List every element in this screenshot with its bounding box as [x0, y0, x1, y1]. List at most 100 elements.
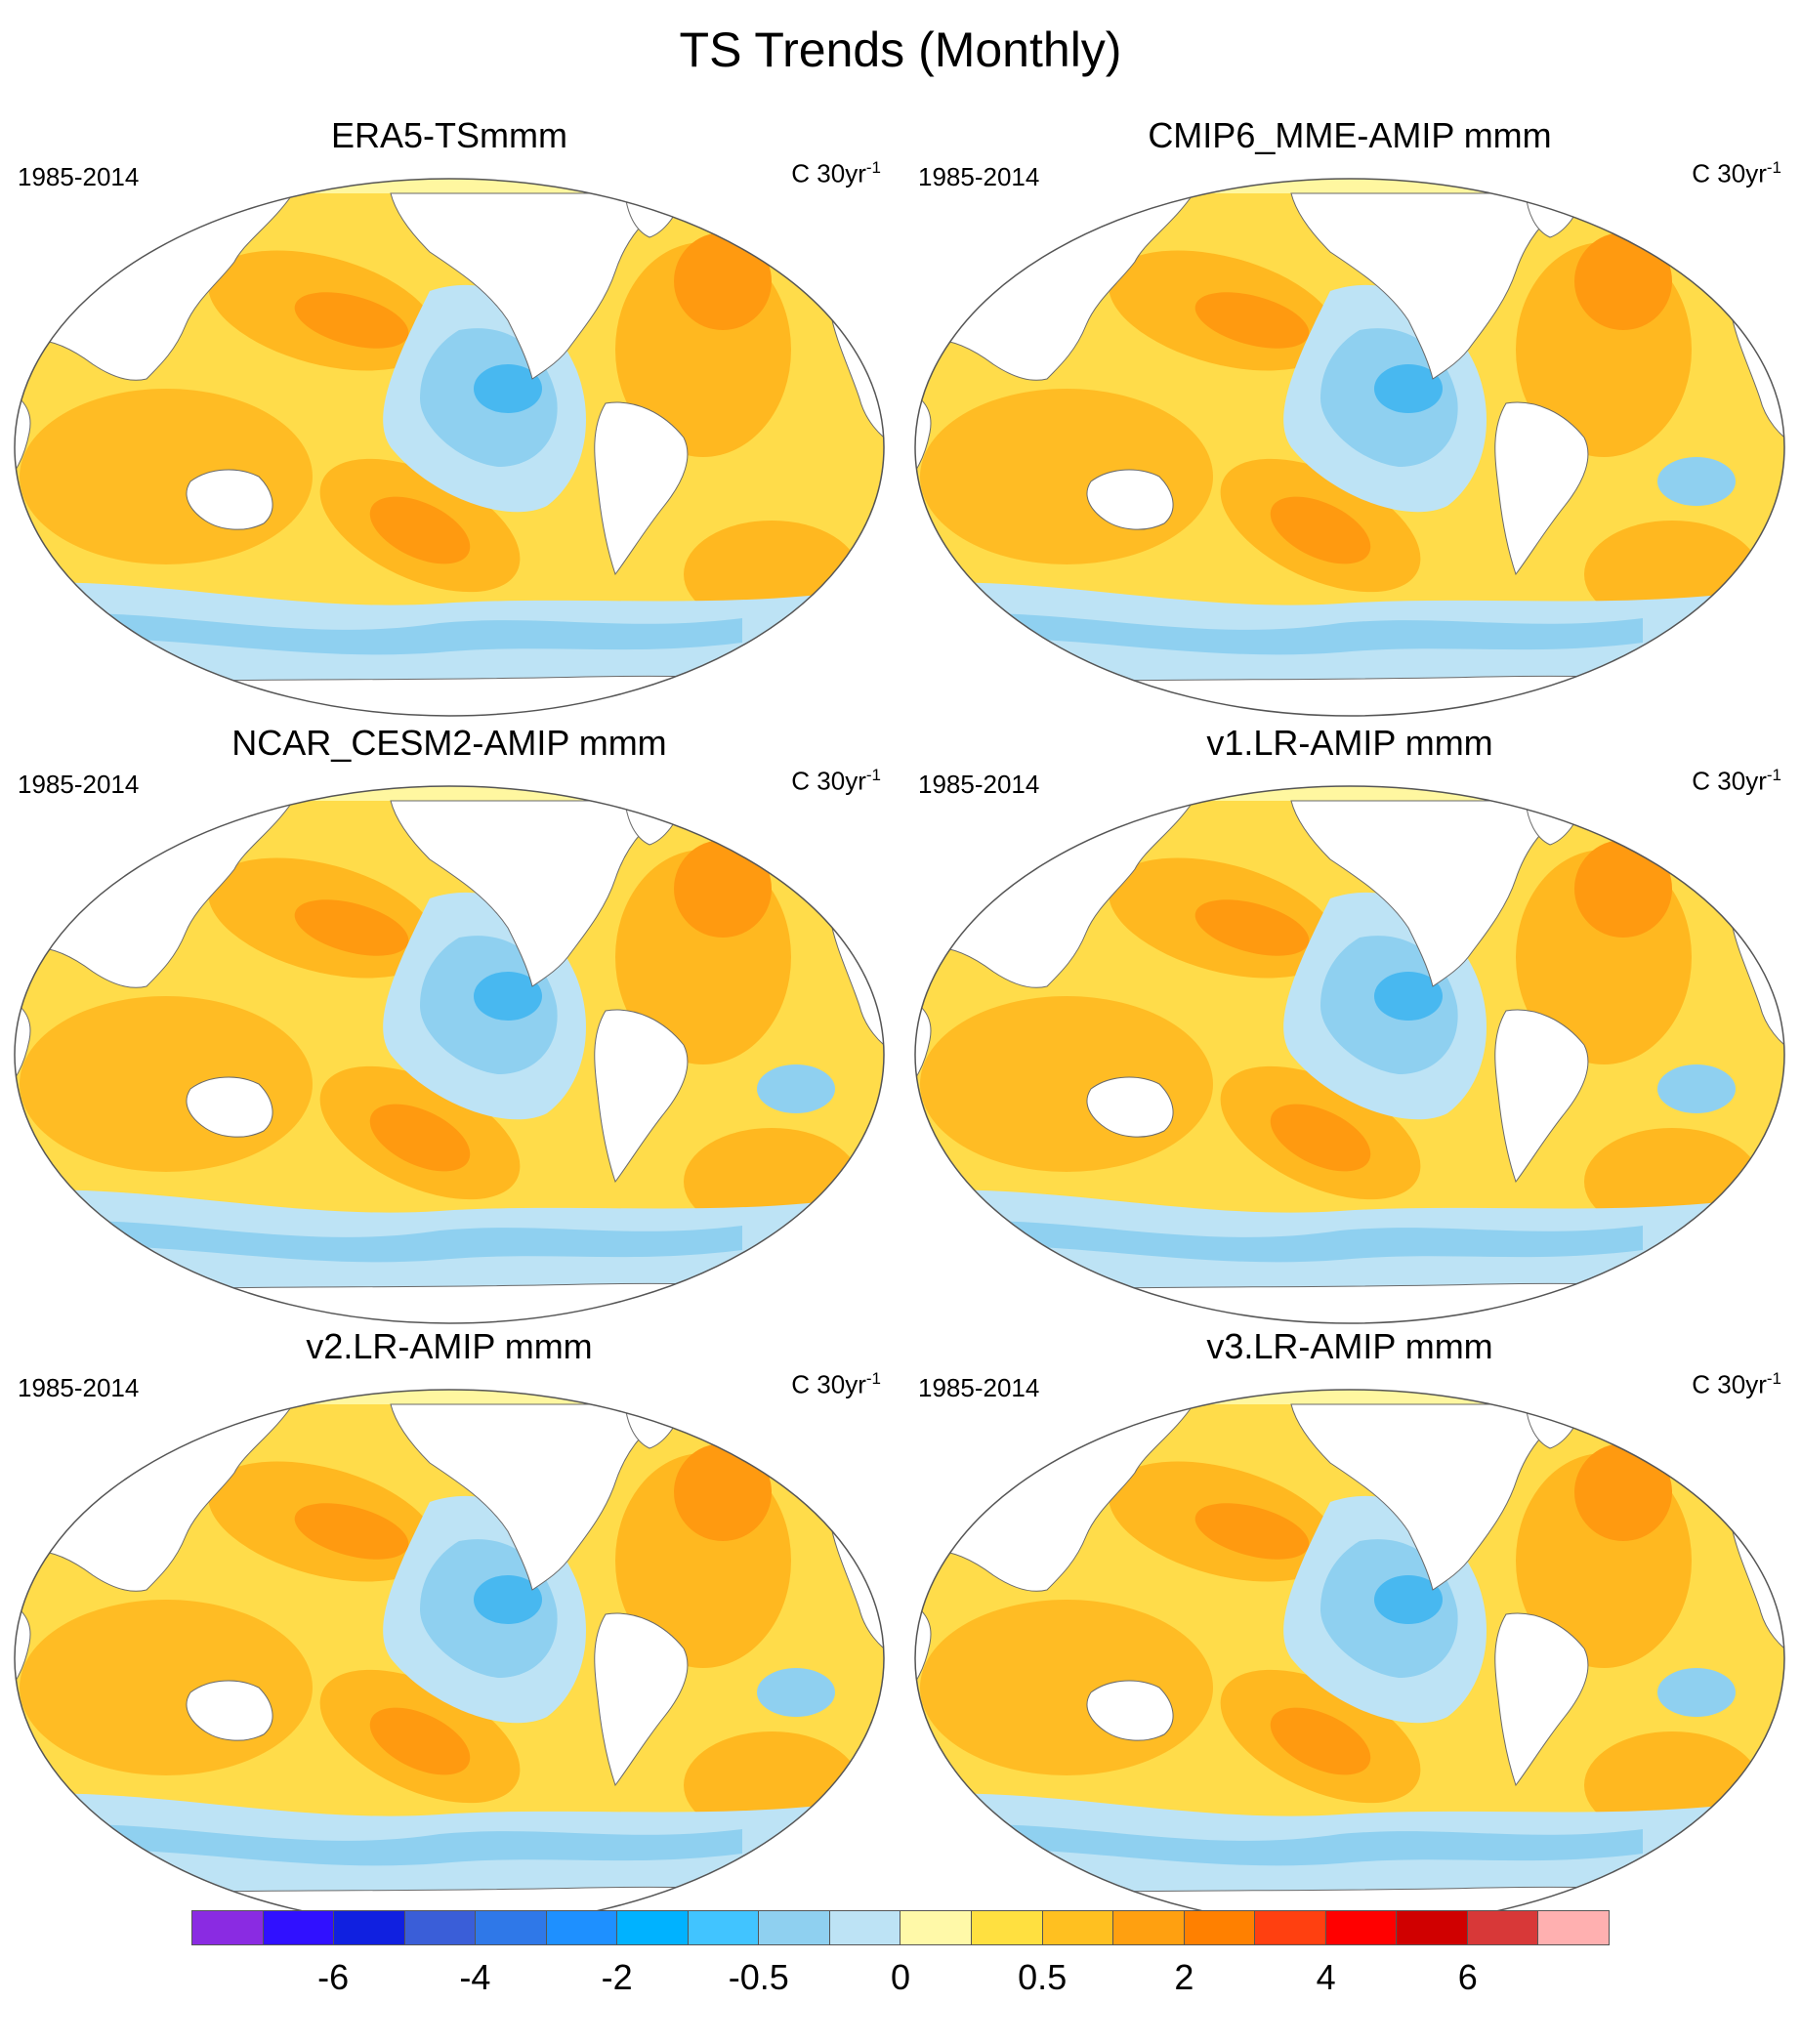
- colorbar-swatch: [403, 1910, 477, 1945]
- panel-units-exponent: -1: [1766, 158, 1781, 177]
- panel-period: 1985-2014: [918, 162, 1040, 191]
- south-pacific-hot: [369, 496, 471, 564]
- indian-ocean-warm: [20, 389, 313, 564]
- north-america-landmass: [1290, 192, 1585, 380]
- colorbar-tick-label: 4: [1316, 1957, 1336, 1997]
- south-america-landmass: [594, 401, 689, 576]
- north-america-landmass: [390, 192, 685, 380]
- north-atlantic-hot: [674, 1443, 772, 1541]
- colorbar-swatch: [1183, 1910, 1256, 1945]
- colorbar-swatch: [1537, 1910, 1610, 1945]
- south-pacific-hot: [1270, 496, 1371, 564]
- panel-units-exponent: -1: [1766, 766, 1781, 784]
- panel-units-exponent: -1: [865, 766, 881, 784]
- pacific-cold-core: [1374, 1575, 1443, 1624]
- north-pacific-hot: [294, 292, 409, 349]
- atlantic-cool-patch: [1657, 1668, 1736, 1717]
- antarctica-landmass: [15, 675, 884, 716]
- colorbar-swatch: [687, 1910, 760, 1945]
- north-america-landmass: [390, 800, 685, 987]
- panel-units: C 30yr-1: [791, 158, 881, 189]
- southern-ocean-band: [78, 613, 742, 655]
- antarctica-landmass: [915, 675, 1784, 716]
- north-pacific-hot: [1194, 1503, 1310, 1560]
- panel-units-base: C 30yr: [791, 766, 866, 796]
- south-america-landmass: [1494, 1009, 1589, 1184]
- colorbar-tick-label: 0.5: [1018, 1957, 1068, 1997]
- colorbar-swatch: [1396, 1910, 1468, 1945]
- panel-units: C 30yr-1: [1692, 766, 1781, 797]
- atlantic-cool-patch: [757, 1064, 835, 1113]
- indian-ocean-warm: [920, 996, 1213, 1172]
- colorbar-swatch: [1041, 1910, 1114, 1945]
- map-panel: v3.LR-AMIP mmm 1985-2014 C 30yr-1: [900, 1326, 1799, 1932]
- colorbar: [191, 1910, 1610, 1945]
- colorbar-tick-label: 6: [1457, 1957, 1478, 1997]
- australia-landmass: [1086, 1680, 1174, 1741]
- map-globe: [14, 785, 885, 1324]
- globe-outline: [914, 785, 1785, 1324]
- pacific-cold-core: [474, 364, 542, 413]
- atlantic-cool-patch: [1657, 457, 1736, 506]
- colorbar-tick-label: -6: [317, 1957, 350, 1997]
- map-panel: v1.LR-AMIP mmm 1985-2014 C 30yr-1: [900, 723, 1799, 1328]
- north-atlantic-hot: [674, 840, 772, 938]
- north-atlantic-hot: [674, 232, 772, 330]
- arctic-strip: [15, 786, 884, 801]
- pacific-cold-core: [1374, 972, 1443, 1021]
- colorbar-tick-label: 0: [890, 1957, 911, 1997]
- main-title: TS Trends (Monthly): [679, 22, 1122, 77]
- north-america-landmass: [390, 1403, 685, 1591]
- colorbar-swatch: [262, 1910, 335, 1945]
- pacific-cold-core: [1374, 364, 1443, 413]
- colorbar-swatch: [1112, 1910, 1185, 1945]
- north-atlantic-hot: [1574, 1443, 1672, 1541]
- panel-title: v2.LR-AMIP mmm: [306, 1326, 593, 1366]
- north-pacific-hot: [1194, 292, 1310, 349]
- panel-units-base: C 30yr: [1692, 766, 1767, 796]
- arctic-strip: [15, 1390, 884, 1404]
- map-globe: [14, 178, 885, 717]
- australia-landmass: [1086, 469, 1174, 530]
- colorbar-swatch: [191, 1910, 264, 1945]
- colorbar-tick-label: -4: [459, 1957, 491, 1997]
- panel-period: 1985-2014: [918, 770, 1040, 799]
- globe-outline: [914, 178, 1785, 717]
- indian-ocean-warm: [920, 1600, 1213, 1775]
- panel-units-base: C 30yr: [791, 1369, 866, 1399]
- south-america-landmass: [1494, 1612, 1589, 1787]
- north-atlantic-hot: [1574, 232, 1672, 330]
- colorbar-tick-label: 2: [1174, 1957, 1194, 1997]
- colorbar-tick-label: -0.5: [728, 1957, 789, 1997]
- colorbar-swatch: [545, 1910, 618, 1945]
- map-globe: [14, 1389, 885, 1928]
- antarctica-landmass: [915, 1282, 1784, 1323]
- north-america-landmass: [1290, 800, 1585, 987]
- south-america-landmass: [594, 1009, 689, 1184]
- south-pacific-hot: [1270, 1104, 1371, 1172]
- atlantic-cool-patch: [1657, 1064, 1736, 1113]
- indian-ocean-warm: [920, 389, 1213, 564]
- colorbar-swatch: [333, 1910, 405, 1945]
- arctic-strip: [915, 786, 1784, 801]
- colorbar-tick-label: -2: [601, 1957, 633, 1997]
- north-america-landmass: [1290, 1403, 1585, 1591]
- atlantic-cool-patch: [757, 1668, 835, 1717]
- map-panel: NCAR_CESM2-AMIP mmm 1985-2014 C 30yr-1: [0, 723, 899, 1328]
- panel-period: 1985-2014: [18, 1373, 140, 1402]
- southern-ocean-band: [78, 1221, 742, 1263]
- indian-ocean-warm: [20, 996, 313, 1172]
- panel-title: NCAR_CESM2-AMIP mmm: [231, 723, 667, 763]
- map-panel: v2.LR-AMIP mmm 1985-2014 C 30yr-1: [0, 1326, 899, 1932]
- pacific-cold-core: [474, 1575, 542, 1624]
- map-globe: [914, 785, 1785, 1324]
- australia-landmass: [1086, 1076, 1174, 1138]
- arctic-strip: [15, 179, 884, 193]
- australia-landmass: [186, 1076, 273, 1138]
- arctic-strip: [915, 1390, 1784, 1404]
- north-pacific-hot: [294, 899, 409, 956]
- colorbar-swatch: [828, 1910, 901, 1945]
- colorbar-swatch: [1254, 1910, 1326, 1945]
- north-atlantic-hot: [1574, 840, 1672, 938]
- colorbar-swatch: [475, 1910, 547, 1945]
